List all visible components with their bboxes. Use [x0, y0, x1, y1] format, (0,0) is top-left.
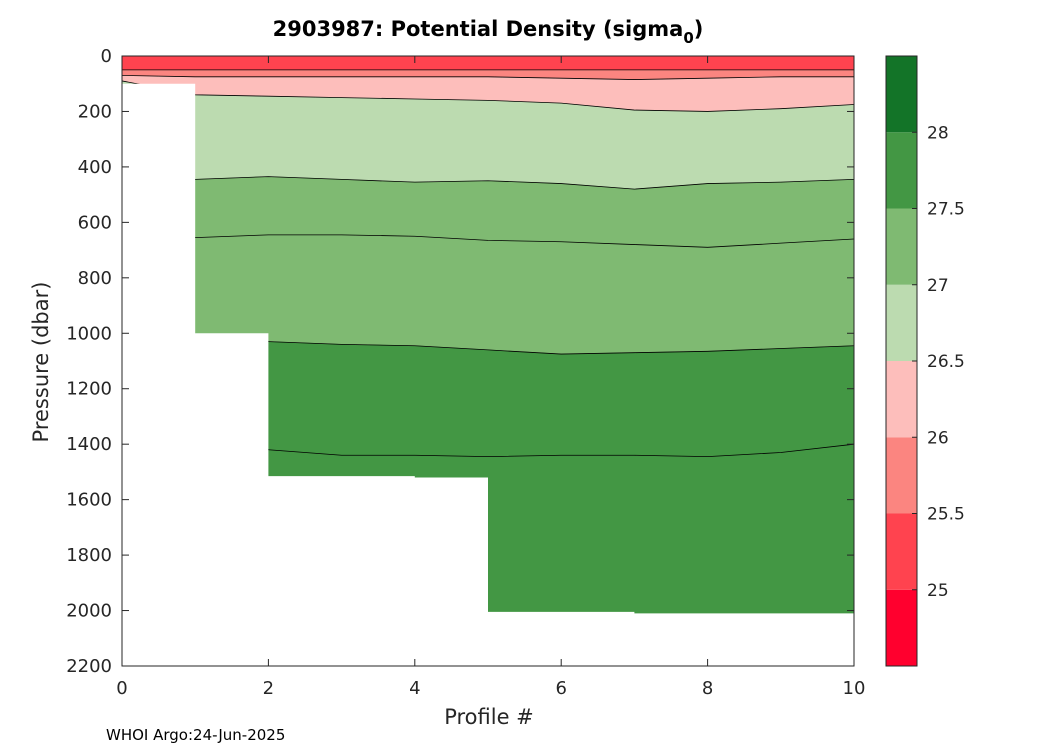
x-tick-label: 8: [702, 678, 713, 699]
isopycnal-line: [122, 234, 854, 248]
y-tick-label: 1200: [66, 379, 112, 400]
isopycnal-line: [122, 75, 854, 80]
colorbar-tick-label: 25.5: [927, 505, 965, 525]
colorbar-tick-label: 26.5: [927, 352, 965, 372]
chart-title-main: 2903987: Potential Density (sigma: [273, 17, 684, 41]
footer-timestamp: WHOI Argo:24-Jun-2025: [106, 726, 285, 744]
x-tick-label: 6: [555, 678, 566, 699]
plot-frame: [121, 55, 855, 667]
x-tick-label: 0: [116, 678, 127, 699]
density-fill-layers: [122, 56, 854, 614]
y-tick-label: 0: [101, 46, 112, 67]
y-axis: 0 200 400 600 800 1000 1200 1400 1600 1800 2000 220…: [66, 46, 854, 677]
colorbar-swatch: [886, 208, 917, 285]
isopycnal-line: [122, 176, 854, 190]
colorbar-tick-label: 27.5: [927, 200, 965, 220]
y-axis-label: Pressure (dbar): [29, 282, 53, 443]
colorbar-swatch: [886, 513, 917, 590]
x-axis-label: Profile #: [444, 705, 534, 729]
x-tick-label: 10: [843, 678, 866, 699]
y-tick-label: 800: [78, 268, 112, 289]
colorbar-swatch: [886, 132, 917, 209]
colorbar-swatch: [886, 361, 917, 438]
density-band: [122, 56, 854, 71]
chart-title-subscript: 0: [683, 29, 693, 47]
y-tick-label: 600: [78, 212, 112, 233]
y-tick-label: 400: [78, 157, 112, 178]
density-band: [122, 234, 854, 355]
colorbar-tick-label: 28: [927, 123, 949, 143]
density-band: [122, 443, 854, 614]
plot-area: [121, 55, 855, 667]
colorbar-tick-label: 25: [927, 581, 949, 601]
y-tick-label: 1400: [66, 434, 112, 455]
y-tick-label: 1000: [66, 323, 112, 344]
y-tick-label: 2200: [66, 656, 112, 677]
y-tick-label: 1800: [66, 545, 112, 566]
colorbar-swatch: [886, 589, 917, 666]
chart-title-suffix: ): [694, 17, 704, 41]
colorbar-swatch: [886, 437, 917, 514]
x-tick-label: 4: [409, 678, 420, 699]
colorbar: 25 25.5 26 26.5 27 27.5 28: [885, 55, 965, 667]
x-tick-label: 2: [263, 678, 274, 699]
colorbar-tick-label: 27: [927, 276, 949, 296]
y-tick-label: 2000: [66, 601, 112, 622]
isopycnal-line: [122, 80, 854, 112]
colorbar-swatch: [886, 56, 917, 133]
density-band: [122, 341, 854, 457]
colorbar-tick-label: 26: [927, 428, 949, 448]
colorbar-swatch: [886, 284, 917, 361]
y-tick-label: 200: [78, 101, 112, 122]
y-tick-label: 1600: [66, 490, 112, 511]
chart-title: 2903987: Potential Density (sigma0): [273, 17, 704, 47]
x-axis: 0 2 4 6 8 10: [116, 56, 865, 699]
